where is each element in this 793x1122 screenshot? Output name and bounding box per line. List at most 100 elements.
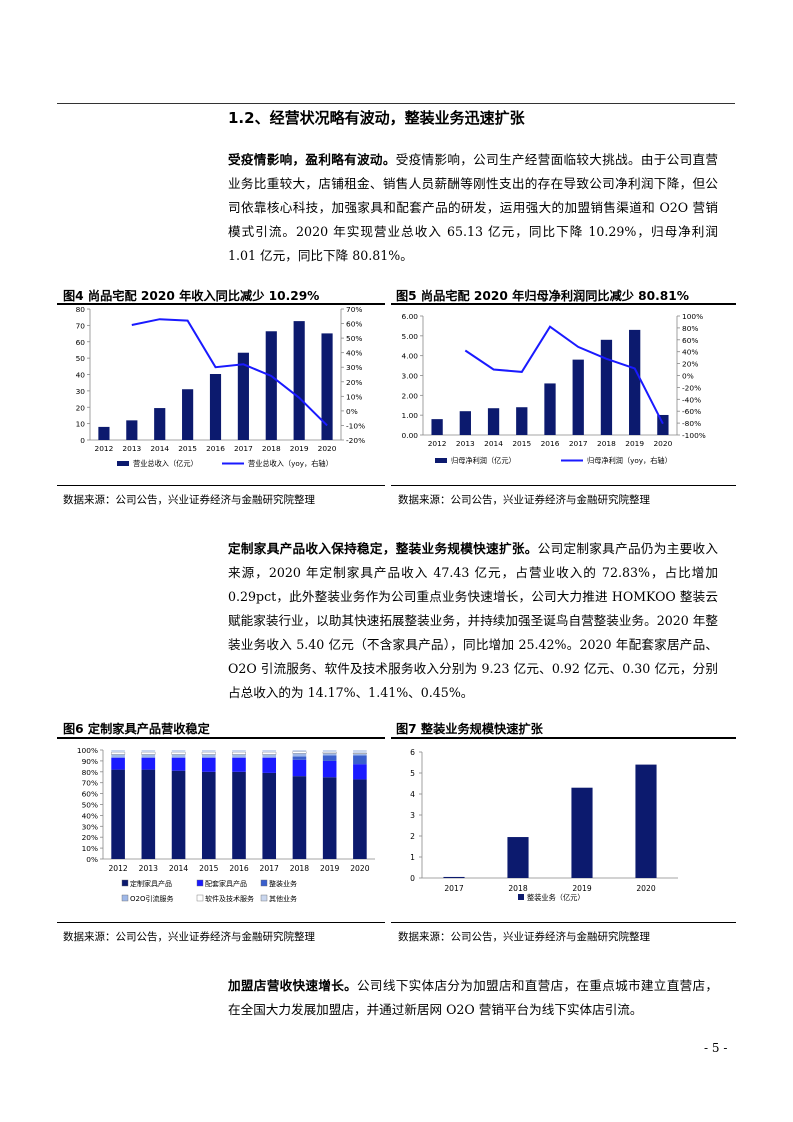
right-tick-label: -100%: [682, 431, 706, 440]
legend-label: 软件及技术服务: [205, 894, 254, 903]
bar: [237, 352, 249, 440]
bar: [182, 389, 194, 440]
y-tick-label: 3: [410, 811, 415, 820]
bar: [544, 383, 556, 435]
right-tick-label: 40%: [682, 348, 698, 357]
right-tick-label: 30%: [346, 363, 362, 372]
legend-line-label: 归母净利润（yoy，右轴）: [587, 456, 672, 465]
bar: [265, 331, 277, 440]
legend-swatch: [121, 879, 129, 887]
fig6-source: 数据来源：公司公告，兴业证券经济与金融研究院整理: [63, 931, 315, 943]
header-rule: [57, 103, 735, 104]
fig5-title: 图5 尚品宅配 2020 年归母净利润同比减少 80.81%: [396, 289, 689, 303]
stack-segment: [231, 751, 246, 755]
stack-segment: [141, 757, 156, 770]
fig7-source: 数据来源：公司公告，兴业证券经济与金融研究院整理: [398, 931, 650, 943]
y-tick-label: 2: [410, 832, 415, 841]
right-tick-label: 10%: [346, 392, 362, 401]
stack-segment: [353, 750, 367, 754]
stack-segment: [292, 756, 307, 760]
paragraph-3-body: 公司线下实体店分为加盟店和直营店，在重点城市建立直营店，在全国大力发展加盟店，并…: [228, 978, 719, 1017]
yoy-line: [464, 325, 664, 425]
right-tick-label: 60%: [682, 336, 698, 345]
legend-label: 定制家具产品: [130, 879, 172, 888]
left-tick-label: 5.00: [402, 332, 419, 341]
left-tick-label: 70: [76, 321, 86, 330]
stack-segment: [262, 754, 277, 758]
y-tick-label: 0%: [86, 855, 98, 864]
stack-segment: [111, 751, 126, 755]
x-tick-label: 2013: [122, 444, 141, 453]
y-tick-label: 50%: [82, 801, 98, 810]
stack-segment: [201, 754, 216, 758]
y-tick-label: 90%: [82, 757, 98, 766]
left-tick-label: 50: [76, 354, 86, 363]
paragraph-3: 加盟店营收快速增长。公司线下实体店分为加盟店和直营店，在重点城市建立直营店，在全…: [228, 974, 718, 1022]
fig4-chart: 0 10 20 30 40 50 60 70 80 -20% -10% 0% 10% 20% 30% 40% 5…: [76, 305, 366, 468]
section-heading: 1.2、经营状况略有波动，整装业务迅速扩张: [228, 109, 525, 127]
fig4-source: 数据来源：公司公告，兴业证券经济与金融研究院整理: [63, 494, 315, 506]
stack-segment: [201, 750, 216, 753]
legend-bar-label: 营业总收入（亿元）: [133, 459, 198, 468]
right-tick-label: 0%: [346, 407, 358, 416]
x-tick-label: 2016: [206, 444, 225, 453]
left-tick-label: 30: [76, 387, 86, 396]
fig6-source-rule: [57, 922, 385, 923]
stack-segment: [111, 754, 125, 758]
right-tick-label: 60%: [346, 320, 362, 329]
x-tick-label: 2020: [350, 864, 369, 873]
legend-bar-swatch: [117, 461, 129, 466]
x-tick-label: 2019: [572, 884, 591, 893]
fig6-title: 图6 定制家具产品营收稳定: [63, 722, 210, 736]
right-tick-label: -20%: [682, 383, 701, 392]
bar: [600, 339, 613, 435]
right-tick-label: 20%: [346, 378, 362, 387]
stack-segment: [292, 776, 307, 859]
stack-segment: [141, 769, 156, 859]
bar: [507, 837, 529, 878]
x-tick-label: 2018: [508, 884, 527, 893]
x-tick-label: 2020: [653, 439, 672, 448]
right-tick-label: -10%: [346, 421, 365, 430]
right-tick-label: 40%: [346, 349, 362, 358]
right-tick-label: -20%: [346, 436, 365, 445]
x-tick-label: 2014: [169, 864, 188, 873]
legend-label: 整装业务（亿元）: [527, 893, 585, 902]
y-tick-label: 20%: [82, 833, 98, 842]
left-tick-label: 6.00: [402, 312, 419, 321]
stack-segment: [353, 764, 367, 780]
legend-swatch: [260, 894, 268, 902]
left-tick-label: 3.00: [402, 372, 419, 381]
bar: [487, 408, 500, 435]
stack-segment: [141, 750, 156, 753]
legend-label: O2O引流服务: [130, 894, 173, 903]
stack-segment: [232, 754, 246, 758]
legend-swatch: [196, 879, 204, 887]
fig4-title: 图4 尚品宅配 2020 年收入同比减少 10.29%: [63, 289, 320, 303]
x-tick-label: 2013: [139, 864, 158, 873]
y-tick-label: 5: [410, 769, 415, 778]
left-tick-label: 60: [76, 338, 86, 347]
right-tick-label: -40%: [682, 395, 701, 404]
stack-segment: [322, 753, 337, 756]
stack-segment: [322, 760, 337, 778]
legend-label: 配套家具产品: [205, 879, 247, 888]
right-tick-label: 80%: [682, 324, 698, 333]
x-tick-label: 2017: [444, 884, 463, 893]
stack-segment: [171, 751, 186, 755]
bar: [321, 333, 333, 440]
stack-segment: [111, 750, 125, 753]
y-tick-label: 6: [410, 748, 415, 757]
fig4-source-rule: [57, 485, 385, 486]
fig7-title: 图7 整装业务规模快速扩张: [396, 722, 543, 736]
right-tick-label: 70%: [346, 305, 362, 314]
y-tick-label: 100%: [77, 746, 98, 755]
right-tick-label: -80%: [682, 419, 701, 428]
bar: [209, 374, 222, 440]
stack-segment: [322, 777, 337, 859]
stack-segment: [111, 757, 125, 770]
y-tick-label: 4: [410, 790, 415, 799]
bar: [516, 407, 528, 435]
stack-segment: [201, 771, 216, 859]
bar: [154, 408, 166, 440]
